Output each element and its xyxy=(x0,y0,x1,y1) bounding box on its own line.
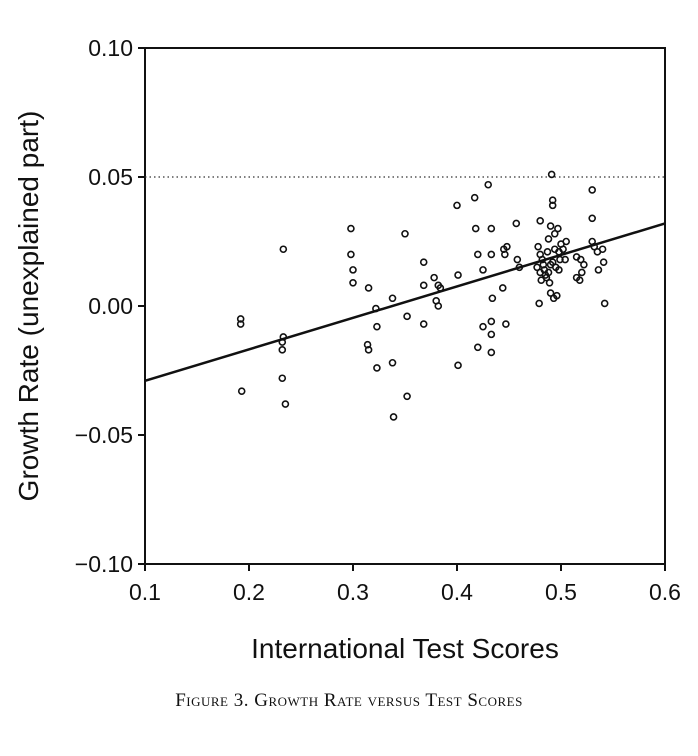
y-tick-label: 0.10 xyxy=(88,35,133,61)
data-point xyxy=(430,273,438,282)
data-point xyxy=(561,255,569,264)
data-point xyxy=(373,364,381,372)
data-point xyxy=(588,186,597,194)
data-point xyxy=(347,224,355,233)
data-point xyxy=(389,413,398,421)
scatter-chart: 0.1 0.2 0.3 0.4 0.5 0.6 0.10 0.05 0.00 −0.05 −0.10… xyxy=(13,35,681,664)
data-point xyxy=(419,281,428,290)
data-point xyxy=(534,242,542,251)
data-point xyxy=(236,315,245,323)
data-point xyxy=(515,263,524,272)
data-point xyxy=(556,255,564,264)
data-point xyxy=(471,224,480,233)
data-point xyxy=(588,214,597,223)
data-point xyxy=(594,266,603,274)
data-point xyxy=(236,320,245,328)
y-tick-label: 0.05 xyxy=(88,164,133,190)
data-point xyxy=(453,201,461,210)
data-point xyxy=(278,374,287,383)
plot-frame xyxy=(144,47,666,565)
data-point xyxy=(559,245,567,254)
data-point xyxy=(513,255,522,264)
data-point xyxy=(403,392,411,401)
data-point xyxy=(372,304,380,313)
data-point xyxy=(434,302,443,310)
data-point xyxy=(281,400,290,408)
data-point xyxy=(554,224,562,233)
data-point xyxy=(347,250,355,259)
x-tick-label: 0.1 xyxy=(129,579,161,605)
y-tick-label: −0.10 xyxy=(75,551,133,577)
data-point xyxy=(577,268,586,277)
data-point xyxy=(237,387,246,395)
data-point xyxy=(547,170,556,179)
data-point xyxy=(487,330,496,339)
data-point xyxy=(548,201,557,210)
data-point xyxy=(600,299,609,308)
data-point xyxy=(279,245,288,254)
x-tick-label: 0.4 xyxy=(441,579,473,605)
x-axis-label: International Test Scores xyxy=(251,633,559,664)
data-point xyxy=(501,250,509,259)
y-tick-label: −0.05 xyxy=(75,422,133,448)
data-point xyxy=(503,242,511,251)
data-point xyxy=(419,320,428,328)
regression-line xyxy=(144,222,666,383)
data-point xyxy=(487,348,496,357)
data-point xyxy=(479,266,487,274)
data-point xyxy=(535,299,543,308)
data-point xyxy=(548,196,557,205)
data-point xyxy=(401,229,409,238)
data-point xyxy=(487,250,496,259)
data-point xyxy=(546,222,555,230)
data-point xyxy=(580,260,588,269)
data-point xyxy=(488,294,497,303)
y-axis-label: Growth Rate (unexplained part) xyxy=(13,111,44,502)
data-point xyxy=(388,358,397,367)
data-point xyxy=(436,284,445,292)
data-point xyxy=(487,317,496,326)
figure-caption: Figure 3. Growth Rate versus Test Scores xyxy=(175,690,523,711)
data-point xyxy=(575,276,584,285)
x-tick-label: 0.6 xyxy=(649,579,681,605)
data-point xyxy=(454,271,462,279)
data-point xyxy=(373,322,381,331)
data-point xyxy=(562,237,571,246)
data-point xyxy=(498,284,507,292)
data-point xyxy=(545,278,554,287)
data-point xyxy=(473,250,482,259)
data-point xyxy=(502,320,510,328)
data-point xyxy=(543,248,552,256)
data-point xyxy=(536,217,545,225)
data-point xyxy=(349,266,357,274)
data-point xyxy=(419,258,428,266)
data-point xyxy=(553,291,561,300)
y-tick-label: 0.00 xyxy=(88,293,133,319)
data-point xyxy=(364,284,373,292)
data-point xyxy=(544,235,553,243)
data-point xyxy=(454,361,462,370)
data-point xyxy=(598,245,607,254)
data-point xyxy=(403,312,411,321)
data-point xyxy=(599,258,608,266)
data-point xyxy=(512,219,521,228)
data-point xyxy=(349,278,357,287)
data-point xyxy=(487,224,496,233)
x-tick-label: 0.3 xyxy=(337,579,369,605)
data-point xyxy=(470,193,479,202)
data-points xyxy=(236,170,609,421)
data-point xyxy=(364,346,373,354)
data-point xyxy=(388,294,397,303)
data-point xyxy=(555,266,563,274)
data-point xyxy=(278,346,287,354)
tick-labels: 0.1 0.2 0.3 0.4 0.5 0.6 0.10 0.05 0.00 −0.05 −0.10 xyxy=(75,35,681,605)
data-point xyxy=(484,180,493,189)
data-point xyxy=(544,268,553,277)
data-point xyxy=(278,338,287,346)
data-point xyxy=(479,322,487,331)
data-point xyxy=(473,343,482,352)
x-tick-label: 0.2 xyxy=(233,579,265,605)
x-tick-label: 0.5 xyxy=(545,579,577,605)
axis-ticks xyxy=(138,47,666,571)
